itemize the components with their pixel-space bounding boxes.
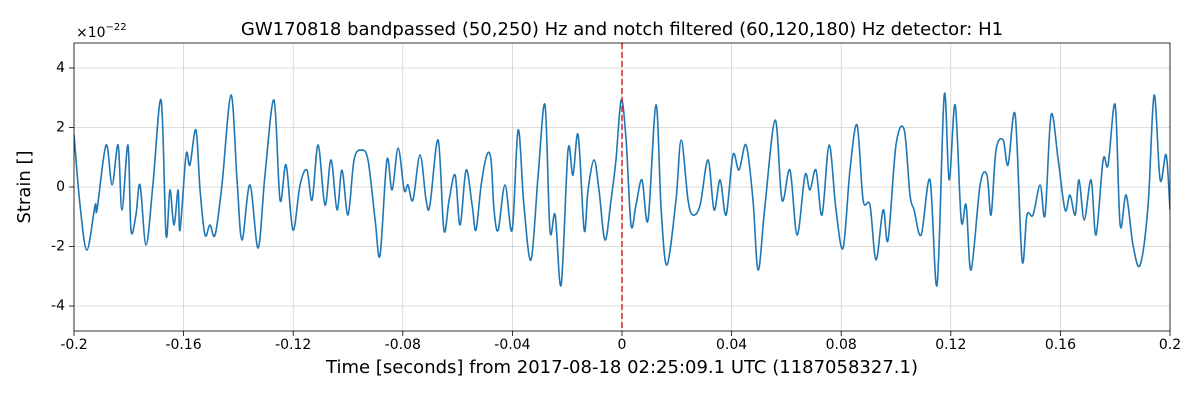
y-tick-label: -4 [51, 298, 65, 314]
y-tick-label: 0 [56, 179, 65, 195]
x-tick-label: 0.08 [826, 337, 857, 353]
x-tick-label: -0.2 [60, 337, 87, 353]
x-tick-label: 0.12 [935, 337, 966, 353]
chart-title: GW170818 bandpassed (50,250) Hz and notc… [241, 19, 1003, 40]
y-axis-label: Strain [] [14, 150, 35, 223]
plot-area [74, 43, 1170, 331]
x-tick-label: -0.16 [165, 337, 201, 353]
x-tick-label: -0.04 [494, 337, 530, 353]
offset-exponent: −22 [106, 22, 127, 33]
y-tick-label: 2 [56, 119, 65, 135]
x-tick-label: 0.04 [716, 337, 747, 353]
strain-line [74, 92, 1170, 287]
offset-text: ×10−22 [76, 22, 127, 41]
y-tick-label: -2 [51, 239, 65, 255]
x-tick-label: 0.2 [1159, 337, 1181, 353]
x-tick-label: -0.12 [275, 337, 311, 353]
offset-base: ×10 [76, 25, 106, 41]
y-tick-label: 4 [56, 60, 65, 76]
x-tick-label: -0.08 [385, 337, 421, 353]
x-axis-label: Time [seconds] from 2017-08-18 02:25:09.… [325, 357, 918, 378]
x-tick-label: 0 [618, 337, 627, 353]
x-tick-label: 0.16 [1045, 337, 1076, 353]
